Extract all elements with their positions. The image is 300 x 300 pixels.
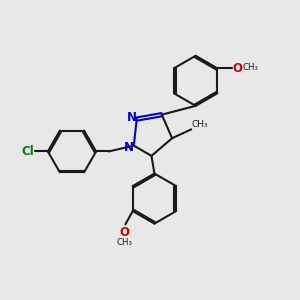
Text: Cl: Cl bbox=[21, 145, 34, 158]
Text: CH₃: CH₃ bbox=[242, 63, 258, 72]
Text: O: O bbox=[120, 226, 130, 239]
Text: CH₃: CH₃ bbox=[117, 238, 133, 247]
Text: N: N bbox=[127, 111, 136, 124]
Text: CH₃: CH₃ bbox=[192, 120, 208, 129]
Text: O: O bbox=[232, 62, 243, 75]
Text: N: N bbox=[124, 141, 134, 154]
